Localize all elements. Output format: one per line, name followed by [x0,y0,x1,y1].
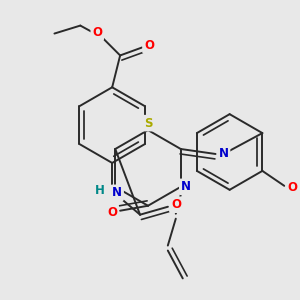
Text: N: N [219,148,229,160]
Text: H: H [95,184,105,197]
Text: O: O [107,206,117,219]
Text: O: O [287,181,297,194]
Text: O: O [171,198,181,211]
Text: O: O [92,26,102,39]
Text: O: O [144,39,154,52]
Text: N: N [181,180,191,193]
Text: N: N [112,186,122,199]
Text: S: S [144,117,152,130]
